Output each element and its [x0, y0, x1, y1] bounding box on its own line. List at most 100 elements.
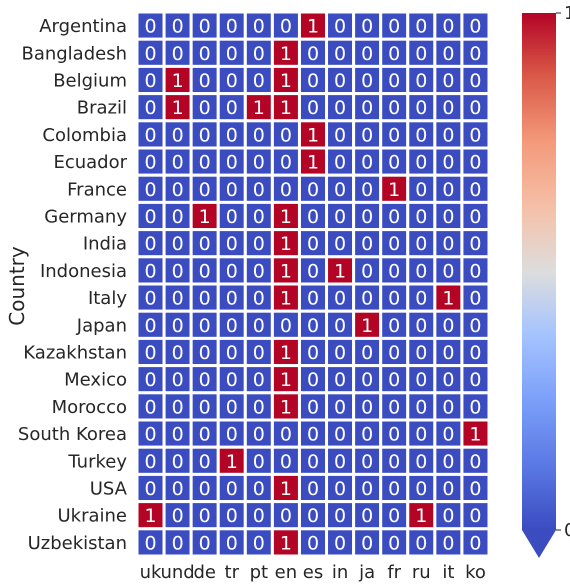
cell-value-label: 0	[388, 260, 400, 282]
cell-value-label: 0	[361, 16, 373, 38]
column-label: uk	[140, 562, 162, 583]
cell-value-label: 0	[226, 478, 238, 500]
colorbar-gradient	[522, 13, 556, 530]
cell-value-label: 0	[199, 152, 211, 174]
cell-value-label: 0	[361, 97, 373, 119]
heatmap-cell	[460, 200, 491, 232]
cell-value-label: 0	[415, 342, 427, 364]
row-label: Indonesia	[40, 261, 127, 282]
cell-value-label: 0	[144, 451, 156, 473]
cell-value-label: 0	[144, 424, 156, 446]
cell-value-label: 0	[469, 315, 481, 337]
cell-value-label: 0	[226, 424, 238, 446]
cell-value-label: 0	[280, 124, 292, 146]
cell-value-label: 0	[469, 260, 481, 282]
cell-value-label: 1	[361, 315, 373, 337]
cell-value-label: 0	[334, 369, 346, 391]
heatmap-cell	[352, 391, 383, 422]
cell-value-label: 0	[144, 70, 156, 92]
cell-value-label: 0	[307, 179, 319, 201]
row-label: USA	[90, 479, 128, 500]
cell-value-label: 0	[415, 532, 427, 554]
cell-value-label: 0	[469, 97, 481, 119]
cell-value-label: 0	[469, 505, 481, 527]
cell-value-label: 0	[307, 260, 319, 282]
cell-value-label: 0	[226, 532, 238, 554]
cell-value-label: 0	[144, 179, 156, 201]
cell-value-label: 0	[199, 451, 211, 473]
cell-value-label: 0	[144, 97, 156, 119]
cell-value-label: 0	[172, 369, 184, 391]
cell-value-label: 0	[199, 43, 211, 65]
column-label: es	[303, 562, 323, 583]
cell-value-label: 0	[334, 451, 346, 473]
heatmap-cell	[352, 445, 383, 476]
cell-value-label: 0	[361, 288, 373, 310]
cell-value-label: 0	[361, 342, 373, 364]
heatmap-cell	[135, 146, 166, 177]
cell-value-label: 0	[469, 233, 481, 255]
cell-value-label: 0	[172, 532, 184, 554]
cell-value-label: 0	[415, 260, 427, 282]
cell-value-label: 0	[226, 288, 238, 310]
cell-value-label: 1	[144, 505, 156, 527]
cell-value-label: 0	[361, 424, 373, 446]
cell-value-label: 0	[388, 478, 400, 500]
cell-value-label: 0	[442, 260, 454, 282]
cell-value-label: 0	[253, 43, 265, 65]
cell-value-label: 0	[334, 315, 346, 337]
cell-value-label: 0	[388, 16, 400, 38]
cell-value-label: 0	[226, 179, 238, 201]
cell-value-label: 0	[469, 16, 481, 38]
cell-value-label: 0	[361, 505, 373, 527]
cell-value-label: 0	[280, 424, 292, 446]
cell-value-label: 0	[144, 532, 156, 554]
column-label: in	[332, 562, 348, 583]
cell-value-label: 0	[442, 342, 454, 364]
heatmap-cell	[243, 500, 274, 531]
cell-value-label: 0	[253, 233, 265, 255]
cell-value-label: 0	[388, 369, 400, 391]
heatmap-cell	[216, 37, 247, 68]
heatmap-cell	[433, 200, 464, 232]
cell-value-label: 0	[280, 152, 292, 174]
cell-value-label: 0	[334, 396, 346, 418]
heatmap-cell	[135, 500, 166, 531]
cell-value-label: 0	[226, 260, 238, 282]
cell-value-label: 1	[307, 16, 319, 38]
cell-value-label: 1	[280, 70, 292, 92]
cell-value-label: 0	[442, 369, 454, 391]
cell-value-label: 0	[226, 505, 238, 527]
heatmap-cell	[216, 527, 247, 558]
column-label: ja	[358, 562, 375, 583]
cell-value-label: 0	[144, 16, 156, 38]
column-label: und	[160, 562, 194, 583]
cell-value-label: 1	[280, 342, 292, 364]
cell-value-label: 0	[199, 124, 211, 146]
cell-value-label: 1	[280, 97, 292, 119]
column-label: pt	[250, 562, 268, 583]
colorbar-tick-label-min: 0	[564, 520, 570, 541]
cell-value-label: 0	[442, 16, 454, 38]
heatmap-cell	[460, 173, 491, 204]
cell-value-label: 0	[442, 179, 454, 201]
cell-value-label: 0	[361, 152, 373, 174]
cell-value-label: 0	[253, 70, 265, 92]
heatmap-cell	[297, 200, 329, 232]
heatmap-cell	[460, 391, 491, 422]
heatmap-cell	[243, 200, 274, 232]
cell-value-label: 0	[469, 478, 481, 500]
cell-value-label: 1	[280, 206, 292, 228]
heatmap-cell	[135, 527, 166, 558]
cell-value-label: 0	[415, 315, 427, 337]
cell-value-label: 0	[415, 424, 427, 446]
heatmap-cell	[352, 119, 383, 150]
cell-value-label: 0	[334, 478, 346, 500]
cell-value-label: 0	[469, 342, 481, 364]
cell-value-label: 0	[469, 532, 481, 554]
cell-value-label: 0	[199, 424, 211, 446]
cell-value-label: 1	[469, 424, 481, 446]
cell-value-label: 0	[253, 315, 265, 337]
cell-value-label: 0	[199, 532, 211, 554]
cell-value-label: 0	[172, 152, 184, 174]
